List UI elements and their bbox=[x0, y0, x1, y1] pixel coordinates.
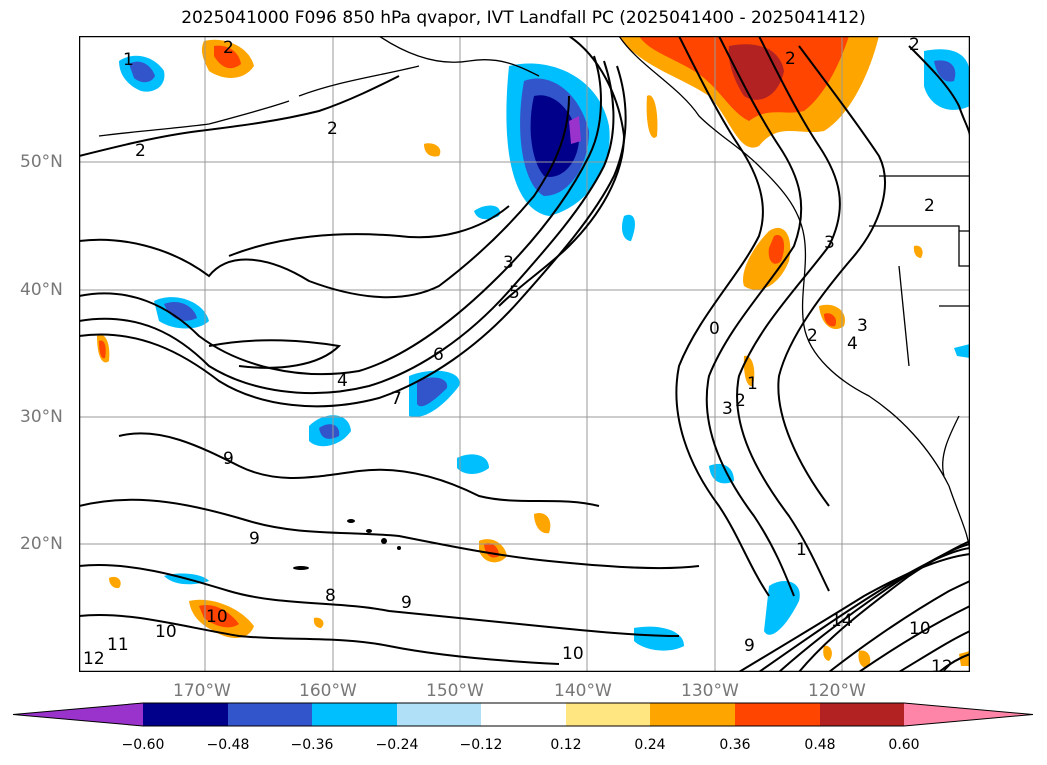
contour-label: 7 bbox=[391, 389, 402, 409]
contour-labels: 1 2 2 2 2 2 2 3 5 6 4 7 9 9 9 8 10 10 10… bbox=[83, 36, 953, 672]
colorbar-outline bbox=[12, 702, 1034, 727]
lon-tick-170w: 170°W bbox=[173, 681, 231, 701]
colorbar-tick-label: 0.60 bbox=[888, 737, 920, 753]
contour-label: 9 bbox=[401, 593, 412, 613]
colorbar-segment bbox=[566, 703, 650, 726]
contour-label: 5 bbox=[509, 283, 520, 303]
contour-label: 2 bbox=[223, 38, 234, 58]
colorbar-tick-label: 0.24 bbox=[634, 737, 666, 753]
colorbar-segment bbox=[904, 703, 1033, 726]
contour-label: 10 bbox=[909, 619, 931, 639]
lon-tick-140w: 140°W bbox=[554, 681, 612, 701]
colorbar-segment bbox=[735, 703, 820, 726]
colorbar-segment bbox=[143, 703, 228, 726]
contour-label: 4 bbox=[337, 371, 348, 391]
colorbar-tick-label: 0.12 bbox=[550, 737, 582, 753]
contour-label: 3 bbox=[857, 316, 868, 336]
contour-label: 6 bbox=[433, 345, 444, 365]
colorbar-tick-label: −0.36 bbox=[290, 737, 334, 753]
lon-tick-130w: 130°W bbox=[681, 681, 739, 701]
contour-label: 0 bbox=[709, 319, 720, 339]
contour-label: 1 bbox=[747, 374, 758, 394]
contour-label: 14 bbox=[831, 611, 853, 631]
colorbar-segment bbox=[397, 703, 481, 726]
contour-label: 3 bbox=[722, 399, 733, 419]
lat-tick-40n: 40°N bbox=[20, 280, 63, 300]
colorbar-segment bbox=[481, 703, 566, 726]
colorbar-tick-label: −0.12 bbox=[459, 737, 503, 753]
colorbar-segment bbox=[312, 703, 397, 726]
contour-label: 2 bbox=[807, 326, 818, 346]
colorbar-tick-label: −0.24 bbox=[375, 737, 419, 753]
contour-label: 2 bbox=[135, 141, 146, 161]
contour-label: 10 bbox=[206, 607, 228, 627]
contour-label: 8 bbox=[325, 586, 336, 606]
colorbar-segments bbox=[12, 702, 1034, 727]
map-panel: 1 2 2 2 2 2 2 3 5 6 4 7 9 9 9 8 10 10 10… bbox=[79, 36, 970, 672]
contour-label: 3 bbox=[503, 253, 514, 273]
contour-label: 11 bbox=[107, 635, 129, 655]
contour-label: 10 bbox=[155, 622, 177, 642]
contour-label: 2 bbox=[735, 391, 746, 411]
colorbar-segment bbox=[228, 703, 312, 726]
contour-label: 1 bbox=[123, 50, 134, 70]
contour-label: 9 bbox=[249, 529, 260, 549]
contour-label: 1 bbox=[796, 540, 807, 560]
colorbar-segment bbox=[650, 703, 735, 726]
contour-label: 2 bbox=[924, 196, 935, 216]
islands bbox=[293, 519, 401, 570]
colorbar-tick-label: 0.48 bbox=[804, 737, 836, 753]
contour-label: 2 bbox=[785, 49, 796, 69]
colorbar-tick-label: −0.48 bbox=[206, 737, 250, 753]
contour-label: 2 bbox=[909, 36, 920, 55]
shading-positive bbox=[97, 36, 970, 668]
lat-tick-50n: 50°N bbox=[20, 152, 63, 172]
lat-tick-30n: 30°N bbox=[20, 407, 63, 427]
contour-label: 2 bbox=[327, 119, 338, 139]
colorbar-tick-label: 0.36 bbox=[719, 737, 751, 753]
contour-label: 10 bbox=[562, 644, 584, 664]
contour-label: 12 bbox=[931, 657, 953, 672]
lon-tick-160w: 160°W bbox=[299, 681, 357, 701]
lon-tick-120w: 120°W bbox=[808, 681, 866, 701]
contour-label: 9 bbox=[223, 449, 234, 469]
shading-negative bbox=[119, 49, 970, 651]
map-title: 2025041000 F096 850 hPa qvapor, IVT Land… bbox=[181, 8, 866, 28]
contour-label: 4 bbox=[847, 334, 858, 354]
colorbar-segment bbox=[13, 703, 143, 726]
coastlines bbox=[98, 36, 970, 557]
colorbar-tick-label: −0.60 bbox=[121, 737, 165, 753]
contour-label: 3 bbox=[824, 233, 835, 253]
lon-tick-150w: 150°W bbox=[426, 681, 484, 701]
contour-label: 9 bbox=[744, 636, 755, 656]
contour-lines bbox=[79, 36, 970, 672]
colorbar-segment bbox=[820, 703, 904, 726]
contour-label: 12 bbox=[83, 649, 105, 669]
colorbar bbox=[12, 702, 1034, 727]
lat-tick-20n: 20°N bbox=[20, 534, 63, 554]
